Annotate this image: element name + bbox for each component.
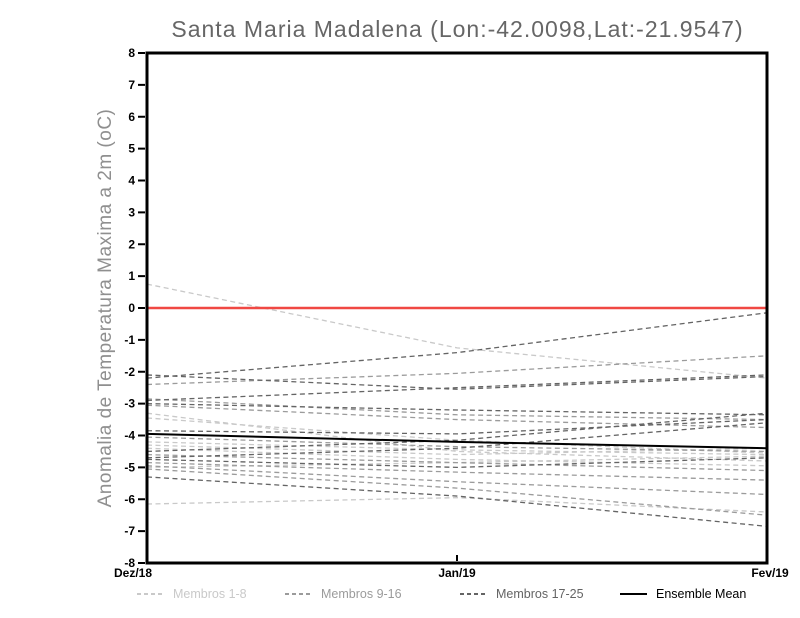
member-line-m21 [146,418,768,435]
member-line-m14 [146,465,768,496]
member-line-m7 [146,455,768,469]
x-tick-label: Dez/18 [114,566,152,580]
y-tick-label: -4 [124,429,135,443]
legend-label: Membros 1-8 [173,587,247,601]
y-tick-label: 2 [128,237,135,251]
member-line-m24 [146,457,768,469]
member-line-m17 [146,312,768,379]
legend-item-membros-1-8: Membros 1-8 [137,585,247,603]
dashed-line-swatch [285,593,312,595]
member-line-m22 [146,412,768,453]
y-tick-label: -6 [124,492,135,506]
x-tick-label: Fev/19 [751,566,789,580]
y-tick-label: -3 [124,397,135,411]
member-line-m10 [146,398,768,421]
legend-item-membros-17-25: Membros 17-25 [460,585,584,603]
member-line-m18 [146,374,768,390]
x-tick-label: Jan/19 [438,566,476,580]
member-line-m23 [146,422,768,459]
ensemble-mean-line [146,432,768,450]
legend: Membros 1-8 Membros 9-16 Membros 17-25 E… [0,585,800,605]
y-tick-label: 3 [128,205,135,219]
y-tick-label: -2 [124,365,135,379]
member-line-m16 [146,453,768,472]
member-line-m8 [146,497,768,513]
member-line-m4 [146,441,768,456]
member-line-m15 [146,468,768,516]
y-tick-label: 7 [128,78,135,92]
y-tick-label: 0 [128,301,135,315]
member-line-m19 [146,374,768,402]
plot-frame [145,51,769,565]
legend-item-membros-9-16: Membros 9-16 [285,585,402,603]
member-line-m25 [146,476,768,527]
y-tick-label: -5 [124,460,135,474]
solid-line-swatch [620,593,647,595]
chart-title: Santa Maria Madalena (Lon:-42.0098,Lat:-… [171,16,744,42]
legend-label: Membros 9-16 [321,587,402,601]
y-tick-label: 5 [128,142,135,156]
legend-label: Ensemble Mean [656,587,747,601]
member-line-m11 [146,404,768,429]
member-line-m1 [146,283,768,379]
member-line-m13 [146,461,768,481]
y-tick-label: -7 [124,524,135,538]
legend-item-ensemble-mean: Ensemble Mean [620,585,746,603]
legend-label: Membros 17-25 [496,587,584,601]
member-line-m5 [146,447,768,467]
y-tick-label: -8 [124,556,135,570]
dashed-line-swatch [460,593,487,595]
y-tick-label: 8 [128,46,135,60]
member-line-m12 [146,436,768,453]
y-tick-label: 4 [128,174,135,188]
member-line-m9 [146,355,768,386]
y-tick-label: -1 [124,333,135,347]
y-tick-label: 6 [128,110,135,124]
dashed-line-swatch [137,593,164,595]
y-tick-label: 1 [128,269,135,283]
member-line-m20 [146,402,768,416]
